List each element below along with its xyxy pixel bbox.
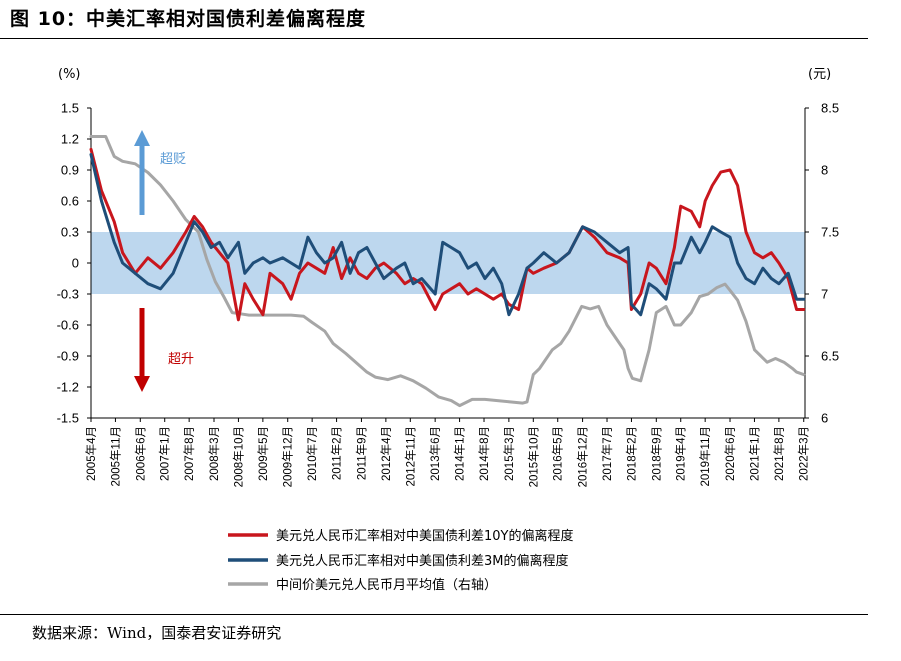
x-tick-label: 2021年8月 xyxy=(772,426,786,481)
x-tick-label: 2007年8月 xyxy=(182,426,196,481)
right-tick-label: 8 xyxy=(821,163,828,178)
series-line-gray xyxy=(89,135,806,408)
figure-title: 图 10：中美汇率相对国债利差偏离程度 xyxy=(10,8,367,30)
x-tick-label: 2011年2月 xyxy=(330,426,344,480)
x-tick-label: 2014年8月 xyxy=(477,426,491,481)
up-arrow-head xyxy=(134,130,150,146)
x-tick-label: 2006年6月 xyxy=(133,426,147,481)
x-tick-label: 2014年1月 xyxy=(453,426,467,481)
x-tick-label: 2022年3月 xyxy=(797,426,811,481)
left-tick-label: 0.3 xyxy=(61,225,79,240)
right-axis-unit: (元) xyxy=(808,67,831,82)
x-tick-label: 2015年10月 xyxy=(526,426,540,487)
x-tick-label: 2005年11月 xyxy=(108,426,122,487)
x-tick-label: 2012年11月 xyxy=(403,426,417,487)
legend-label: 美元兑人民币汇率相对中美国债利差3M的偏离程度 xyxy=(276,553,569,569)
left-tick-label: 1.2 xyxy=(61,132,79,147)
left-tick-label: 0.6 xyxy=(61,194,79,209)
left-tick-label: -1.2 xyxy=(57,380,79,395)
bottom-rule xyxy=(0,614,868,615)
left-tick-label: 0.9 xyxy=(61,163,79,178)
right-tick-label: 6.5 xyxy=(821,349,839,364)
band-rect xyxy=(91,232,805,294)
left-tick-label: -0.3 xyxy=(57,287,79,302)
left-tick-label: 1.5 xyxy=(61,101,79,116)
x-tick-label: 2007年1月 xyxy=(158,426,172,481)
x-tick-label: 2008年3月 xyxy=(207,426,221,481)
legend-label: 中间价美元兑人民币月平均值（右轴） xyxy=(276,577,497,593)
left-tick-label: -0.9 xyxy=(57,349,79,364)
right-tick-label: 6 xyxy=(821,411,828,426)
up-annotation-label: 超贬 xyxy=(160,152,186,167)
x-tick-label: 2015年3月 xyxy=(502,426,516,481)
x-tick-label: 2005年4月 xyxy=(84,426,98,481)
series-line-blue xyxy=(89,153,806,317)
x-tick-label: 2012年4月 xyxy=(379,426,393,481)
right-tick-label: 7.5 xyxy=(821,225,839,240)
x-tick-label: 2021年1月 xyxy=(747,426,761,481)
x-tick-label: 2018年9月 xyxy=(649,426,663,481)
x-tick-label: 2019年4月 xyxy=(674,426,688,481)
x-tick-label: 2010年7月 xyxy=(305,426,319,481)
left-tick-label: -1.5 xyxy=(57,411,79,426)
down-annotation-label: 超升 xyxy=(168,352,194,367)
x-tick-label: 2016年12月 xyxy=(576,426,590,487)
x-tick-label: 2008年10月 xyxy=(231,426,245,487)
top-rule xyxy=(0,38,868,39)
right-tick-label: 7 xyxy=(821,287,828,302)
left-axis-unit: (%) xyxy=(58,67,81,82)
x-tick-label: 2009年5月 xyxy=(256,426,270,481)
left-tick-label: 0 xyxy=(72,256,79,271)
x-tick-label: 2011年9月 xyxy=(354,426,368,480)
x-tick-label: 2013年6月 xyxy=(428,426,442,481)
down-arrow-head xyxy=(134,376,150,392)
x-tick-label: 2016年5月 xyxy=(551,426,565,481)
x-tick-label: 2019年11月 xyxy=(698,426,712,487)
x-tick-label: 2020年6月 xyxy=(723,426,737,481)
source-note: 数据来源：Wind，国泰君安证券研究 xyxy=(32,624,282,642)
legend-label: 美元兑人民币汇率相对中美国债利差10Y的偏离程度 xyxy=(276,528,573,544)
x-tick-label: 2009年12月 xyxy=(281,426,295,487)
right-tick-label: 8.5 xyxy=(821,101,839,116)
x-tick-label: 2018年2月 xyxy=(624,426,638,481)
series-line-red xyxy=(89,147,806,322)
x-tick-label: 2017年7月 xyxy=(600,426,614,481)
left-tick-label: -0.6 xyxy=(57,318,79,333)
